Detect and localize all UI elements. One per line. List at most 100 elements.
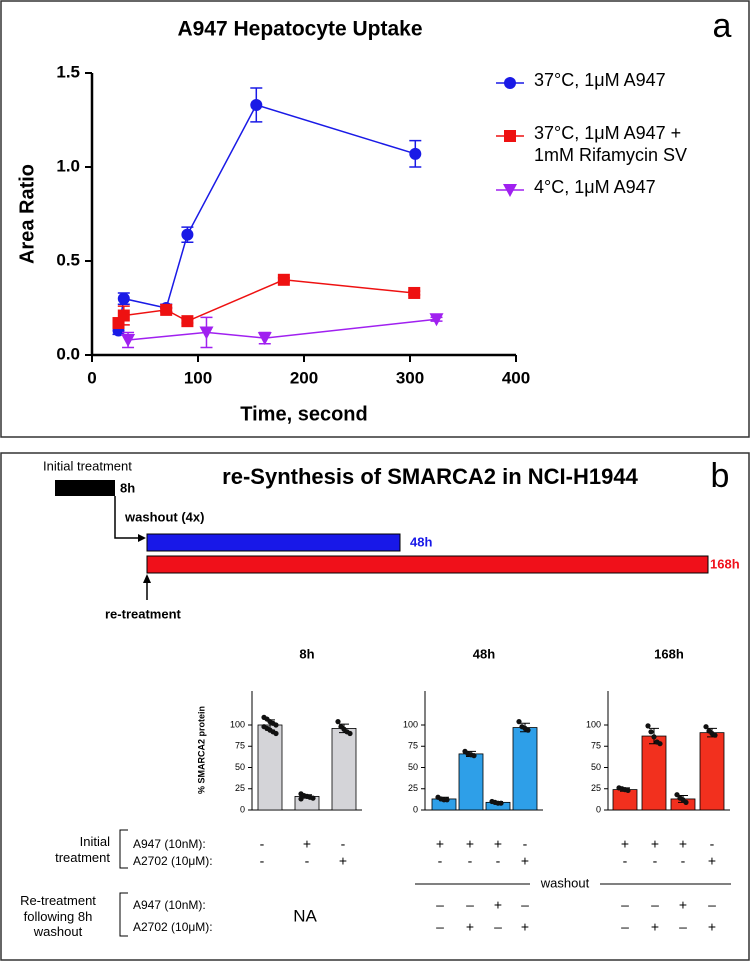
timeline-label: washout (4x) bbox=[124, 509, 204, 524]
sign: - bbox=[623, 853, 628, 869]
marker bbox=[160, 303, 173, 316]
legend-label-box: 37°C, 1μM A947 + 1mM Rifamycin SV bbox=[534, 123, 688, 165]
washout-label: washout bbox=[540, 875, 590, 890]
data-point bbox=[471, 753, 477, 759]
marker bbox=[117, 292, 130, 305]
sign: - bbox=[468, 853, 473, 869]
y-axis-label: % SMARCA2 protein bbox=[196, 706, 206, 794]
sign: - bbox=[260, 836, 265, 852]
data-point bbox=[347, 730, 353, 737]
row-group-label: Initial treatment bbox=[55, 834, 110, 865]
marker bbox=[257, 332, 272, 346]
sign: – bbox=[494, 919, 502, 935]
bar bbox=[699, 732, 725, 811]
x-tick-label: 100 bbox=[184, 368, 212, 387]
timeline-label: Initial treatment bbox=[43, 458, 132, 473]
data-point bbox=[712, 732, 718, 738]
sign: + bbox=[651, 836, 659, 852]
legend-marker bbox=[504, 130, 516, 142]
marker bbox=[117, 309, 130, 322]
series-line bbox=[127, 318, 437, 341]
y-tick-label: 100 bbox=[403, 719, 418, 729]
data-point bbox=[703, 724, 709, 730]
timeline-bar bbox=[55, 480, 115, 496]
sign: – bbox=[436, 897, 444, 913]
legend-label-box: 37°C, 1μM A947 bbox=[534, 70, 666, 90]
chart-title: 8h bbox=[299, 646, 314, 661]
data-point bbox=[516, 719, 522, 725]
sign: + bbox=[708, 853, 716, 869]
sign: – bbox=[436, 919, 444, 935]
data-point bbox=[444, 797, 450, 803]
arrow-head bbox=[138, 534, 146, 542]
bar bbox=[512, 727, 538, 811]
y-axis-label: Area Ratio bbox=[16, 164, 38, 264]
sign: + bbox=[679, 836, 687, 852]
sign: + bbox=[679, 897, 687, 913]
chart-title: 48h bbox=[473, 646, 495, 661]
legend-label: 4°C, 1μM A947 bbox=[534, 177, 656, 197]
panel-label: b bbox=[711, 457, 730, 495]
legend-label: 37°C, 1μM A947 + 1mM Rifamycin SV bbox=[534, 123, 688, 165]
washout-gap bbox=[530, 876, 600, 892]
sign: – bbox=[651, 897, 659, 913]
x-tick-label: 300 bbox=[396, 368, 424, 387]
x-tick-label: 0 bbox=[87, 368, 96, 387]
bar bbox=[612, 789, 638, 811]
sign: + bbox=[339, 853, 347, 869]
data-point bbox=[648, 729, 654, 735]
data-point bbox=[273, 722, 279, 728]
bar bbox=[641, 735, 667, 811]
panel-b-frame bbox=[0, 452, 750, 961]
y-tick-label: 1.0 bbox=[56, 156, 80, 175]
series-line bbox=[117, 104, 416, 331]
sign: - bbox=[260, 853, 265, 869]
data-point bbox=[657, 741, 663, 747]
marker bbox=[181, 315, 194, 328]
x-axis-label: Time, second bbox=[240, 403, 367, 425]
timeline-label: 8h bbox=[120, 480, 135, 495]
sign: – bbox=[621, 919, 629, 935]
chart-title: 168h bbox=[654, 646, 684, 661]
panel-label: a bbox=[713, 7, 732, 45]
data-point bbox=[273, 730, 279, 737]
data-point bbox=[674, 792, 680, 798]
marker bbox=[121, 333, 136, 347]
y-tick-label: 0 bbox=[413, 804, 418, 814]
marker bbox=[181, 228, 194, 241]
data-point bbox=[683, 799, 689, 805]
marker bbox=[408, 286, 421, 299]
sign: - bbox=[710, 836, 715, 852]
sign: + bbox=[466, 919, 474, 935]
sign: - bbox=[305, 853, 310, 869]
sign: + bbox=[708, 919, 716, 935]
y-tick-label: 0 bbox=[596, 804, 601, 814]
washout-arrow bbox=[114, 496, 140, 539]
y-tick-label: 25 bbox=[408, 783, 418, 793]
row-label: A2702 (10μM): bbox=[133, 854, 213, 868]
y-tick-label: 0.5 bbox=[56, 250, 80, 269]
marker bbox=[429, 313, 444, 327]
row-label: A947 (10nM): bbox=[133, 898, 206, 912]
y-tick-label: 75 bbox=[408, 741, 418, 751]
sign: + bbox=[436, 836, 444, 852]
marker bbox=[199, 326, 214, 340]
data-point bbox=[298, 796, 304, 802]
sign: + bbox=[521, 919, 529, 935]
timeline-label: 48h bbox=[410, 534, 432, 549]
marker bbox=[409, 147, 422, 160]
series-line bbox=[117, 279, 415, 324]
row-group-label-box: Re-treatment following 8h washout bbox=[20, 893, 96, 939]
sign: – bbox=[466, 897, 474, 913]
sign: - bbox=[496, 853, 501, 869]
y-tick-label: 75 bbox=[591, 741, 601, 751]
y-tick-label: 1.5 bbox=[56, 62, 80, 81]
marker bbox=[277, 273, 290, 286]
sign: - bbox=[653, 853, 658, 869]
legend-marker bbox=[503, 184, 517, 197]
sign: + bbox=[621, 836, 629, 852]
timeline-bar bbox=[146, 533, 401, 552]
y-tick-label: 25 bbox=[591, 783, 601, 793]
data-point bbox=[525, 727, 531, 733]
